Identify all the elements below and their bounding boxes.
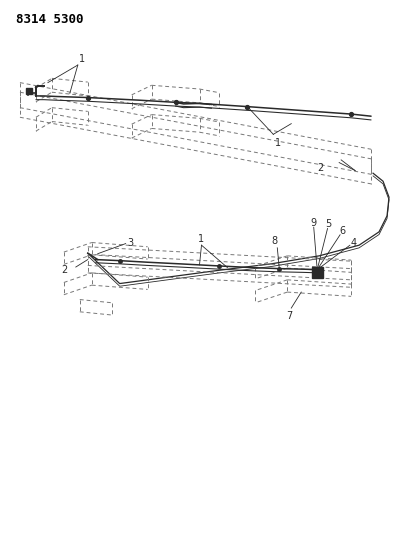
Text: 9: 9	[310, 218, 316, 228]
Text: 3: 3	[127, 238, 133, 248]
Text: 1: 1	[79, 54, 85, 64]
Text: 1: 1	[198, 233, 204, 244]
Bar	[26, 88, 32, 94]
Text: 6: 6	[339, 227, 346, 236]
Text: 7: 7	[286, 311, 293, 321]
Text: 5: 5	[326, 220, 332, 229]
Text: 2: 2	[317, 163, 324, 173]
Text: 8: 8	[271, 236, 278, 246]
Text: 4: 4	[350, 238, 356, 248]
Text: 2: 2	[61, 265, 67, 274]
Bar	[312, 266, 323, 278]
Text: 1: 1	[275, 138, 280, 148]
Text: 8314 5300: 8314 5300	[16, 13, 83, 26]
